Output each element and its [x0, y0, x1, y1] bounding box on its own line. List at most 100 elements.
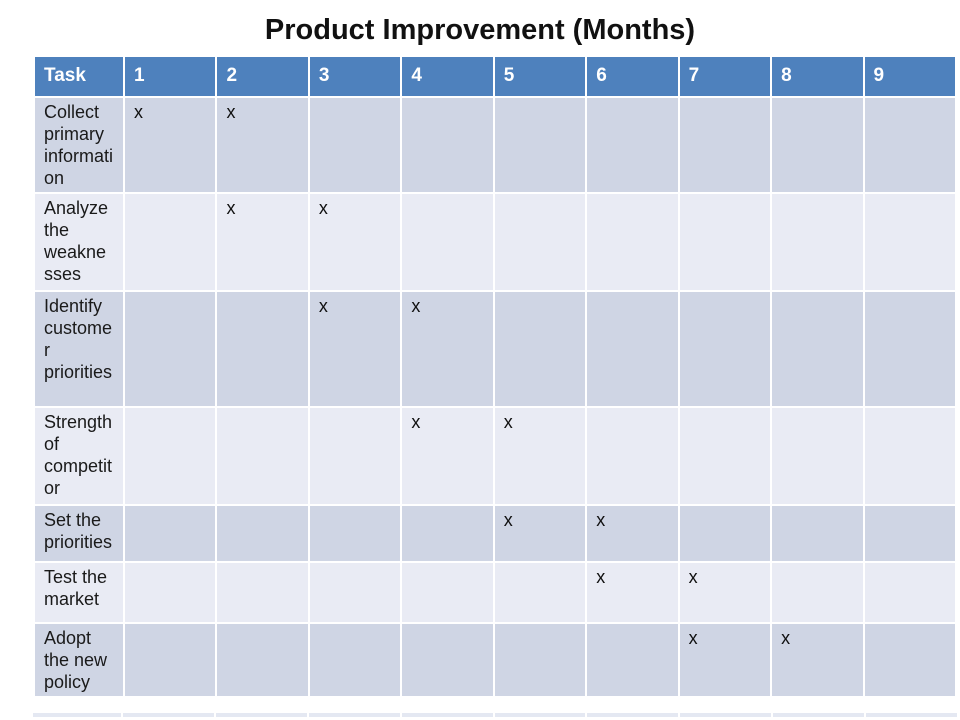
month-cell-4 — [400, 192, 495, 292]
month-cell-4 — [400, 504, 495, 563]
task-label-cell: Identify customer priorities — [33, 290, 125, 408]
month-cell-7 — [677, 290, 773, 408]
header-cell-month-4: 4 — [400, 55, 495, 98]
header-cell-month-3: 3 — [307, 55, 403, 98]
month-cell-4 — [400, 561, 495, 624]
month-cell-9 — [862, 504, 957, 563]
month-cell-1 — [122, 561, 218, 624]
task-label-cell: Adopt the new policy — [33, 622, 125, 698]
task-label-cell: Collect primary information — [33, 96, 125, 194]
header-cell-month-5: 5 — [492, 55, 588, 98]
month-cell-6 — [585, 192, 680, 292]
sliver-segment — [401, 713, 493, 717]
month-cell-3 — [307, 406, 403, 506]
month-cell-7 — [677, 192, 773, 292]
month-cell-6 — [585, 290, 680, 408]
month-cell-2 — [215, 406, 310, 506]
month-cell-5 — [492, 96, 588, 194]
month-cell-marked-6: x — [585, 561, 680, 624]
month-cell-8 — [770, 504, 865, 563]
month-cell-2 — [215, 561, 310, 624]
sliver-segment — [866, 713, 958, 717]
month-cell-5 — [492, 561, 588, 624]
header-cell-month-8: 8 — [770, 55, 865, 98]
month-cell-8 — [770, 406, 865, 506]
header-cell-month-9: 9 — [862, 55, 957, 98]
month-cell-marked-7: x — [677, 561, 773, 624]
month-cell-6 — [585, 622, 680, 698]
sliver-segment — [308, 713, 400, 717]
month-cell-3 — [307, 561, 403, 624]
month-cell-marked-2: x — [215, 96, 310, 194]
month-cell-2 — [215, 622, 310, 698]
sliver-segment — [587, 713, 679, 717]
month-cell-7 — [677, 406, 773, 506]
month-cell-1 — [122, 406, 218, 506]
month-cell-5 — [492, 290, 588, 408]
month-cell-2 — [215, 504, 310, 563]
month-cell-1 — [122, 504, 218, 563]
task-label-cell: Test the market — [33, 561, 125, 624]
month-cell-marked-4: x — [400, 290, 495, 408]
task-row: Adopt the new policy x x — [33, 622, 957, 698]
month-cell-marked-3: x — [307, 192, 403, 292]
month-cell-3 — [307, 622, 403, 698]
month-cell-1 — [122, 192, 218, 292]
schedule-table: Task 1 2 3 4 5 6 7 8 9 Collect primary informatio… — [33, 55, 957, 698]
sliver-segment — [33, 713, 121, 717]
header-cell-month-1: 1 — [122, 55, 218, 98]
month-cell-8 — [770, 290, 865, 408]
month-cell-9 — [862, 406, 957, 506]
month-cell-9 — [862, 622, 957, 698]
month-cell-marked-4: x — [400, 406, 495, 506]
month-cell-2 — [215, 290, 310, 408]
month-cell-7 — [677, 504, 773, 563]
task-row: Identify customer priorities x x — [33, 290, 957, 408]
month-cell-7 — [677, 96, 773, 194]
month-cell-4 — [400, 622, 495, 698]
month-cell-9 — [862, 192, 957, 292]
task-label-cell: Set the priorities — [33, 504, 125, 563]
task-row: Collect primary information x x — [33, 96, 957, 194]
header-cell-month-2: 2 — [215, 55, 310, 98]
month-cell-1 — [122, 290, 218, 408]
table-header-row: Task 1 2 3 4 5 6 7 8 9 — [33, 55, 957, 98]
month-cell-marked-1: x — [122, 96, 218, 194]
month-cell-marked-2: x — [215, 192, 310, 292]
header-cell-month-6: 6 — [585, 55, 680, 98]
month-cell-9 — [862, 561, 957, 624]
sliver-segment — [773, 713, 865, 717]
month-cell-6 — [585, 96, 680, 194]
sliver-segment — [123, 713, 214, 717]
month-cell-4 — [400, 96, 495, 194]
month-cell-5 — [492, 192, 588, 292]
task-row: Set the priorities x x — [33, 504, 957, 563]
month-cell-6 — [585, 406, 680, 506]
month-cell-8 — [770, 96, 865, 194]
header-cell-task: Task — [33, 55, 125, 98]
cutoff-next-row-sliver — [33, 713, 958, 717]
sliver-segment — [215, 713, 307, 717]
month-cell-9 — [862, 290, 957, 408]
month-cell-8 — [770, 192, 865, 292]
task-row: Test the market x x — [33, 561, 957, 624]
month-cell-marked-8: x — [770, 622, 865, 698]
month-cell-marked-7: x — [677, 622, 773, 698]
header-cell-month-7: 7 — [677, 55, 773, 98]
month-cell-marked-6: x — [585, 504, 680, 563]
schedule-table-wrapper: Task 1 2 3 4 5 6 7 8 9 Collect primary informatio… — [33, 55, 957, 698]
task-label-cell: Analyze the weaknesses — [33, 192, 125, 292]
month-cell-1 — [122, 622, 218, 698]
task-row: Analyze the weaknesses x x — [33, 192, 957, 292]
month-cell-3 — [307, 96, 403, 194]
month-cell-marked-5: x — [492, 406, 588, 506]
task-row: Strength of competitor x x — [33, 406, 957, 506]
month-cell-marked-3: x — [307, 290, 403, 408]
month-cell-5 — [492, 622, 588, 698]
sliver-segment — [494, 713, 586, 717]
month-cell-marked-5: x — [492, 504, 588, 563]
task-label-cell: Strength of competitor — [33, 406, 125, 506]
month-cell-8 — [770, 561, 865, 624]
slide-title: Product Improvement (Months) — [264, 14, 696, 46]
